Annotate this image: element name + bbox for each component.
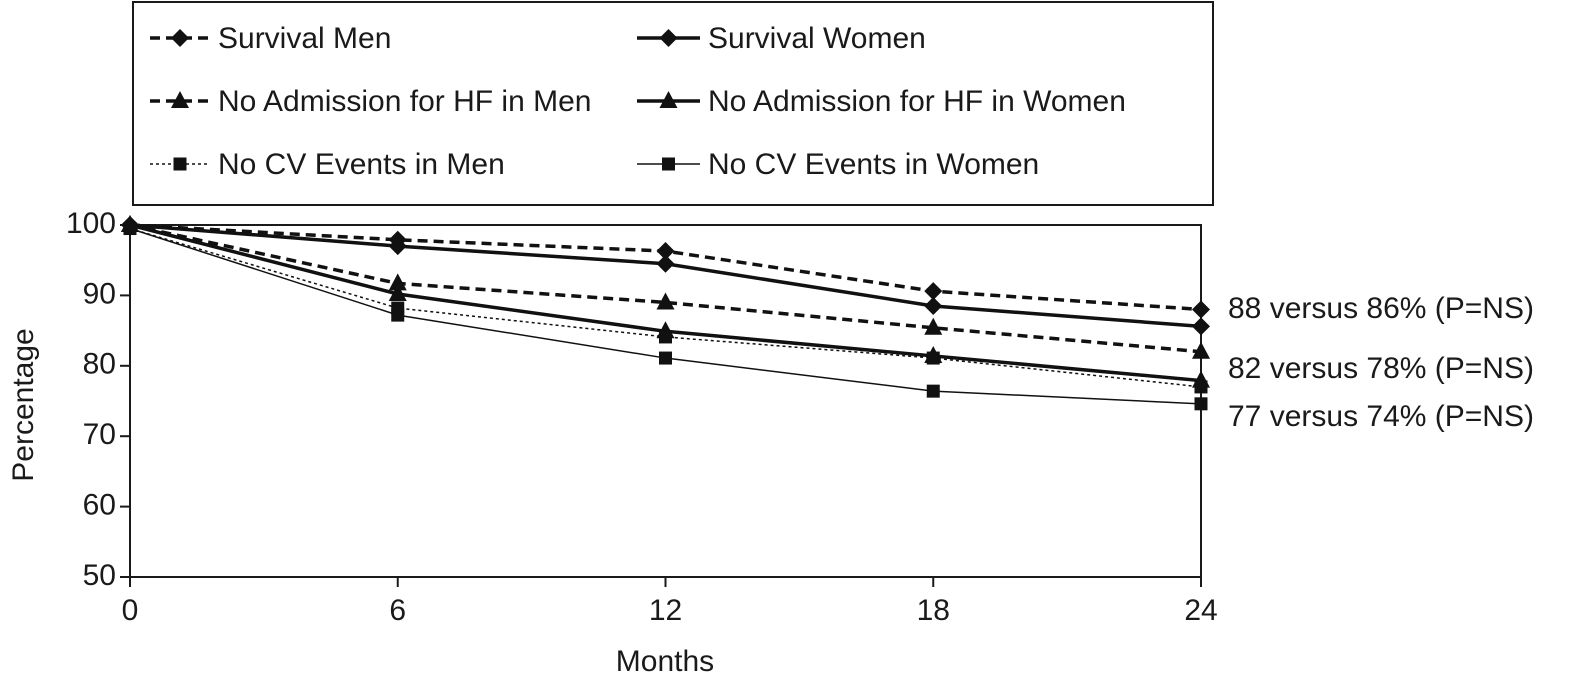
legend-marker xyxy=(171,29,189,47)
data-point xyxy=(388,273,407,291)
y-tick-label: 70 xyxy=(83,418,116,451)
legend-marker xyxy=(662,157,675,171)
y-tick-label: 50 xyxy=(83,559,116,592)
data-point xyxy=(659,351,672,365)
data-point xyxy=(388,283,407,301)
annotation: 88 versus 86% (P=NS) xyxy=(1228,292,1534,325)
y-axis-label: Percentage xyxy=(7,328,40,481)
data-point xyxy=(391,308,405,322)
x-tick-label: 18 xyxy=(917,594,950,627)
legend-label: No CV Events in Women xyxy=(708,148,1039,181)
annotation: 82 versus 78% (P=NS) xyxy=(1228,352,1534,385)
y-tick-label: 90 xyxy=(83,277,116,310)
legend-label: Survival Women xyxy=(708,22,926,55)
data-point xyxy=(123,222,137,236)
legend-marker xyxy=(171,91,189,108)
series-line xyxy=(129,223,1202,329)
data-point xyxy=(1194,380,1208,394)
annotation: 77 versus 74% (P=NS) xyxy=(1228,400,1534,433)
data-point xyxy=(656,242,675,261)
y-tick-label: 60 xyxy=(83,489,116,522)
y-tick-label: 100 xyxy=(66,207,116,240)
legend-marker xyxy=(173,157,187,171)
legend-marker xyxy=(659,91,678,108)
data-point xyxy=(1194,397,1208,411)
x-tick-label: 6 xyxy=(389,594,406,627)
x-tick-label: 24 xyxy=(1184,594,1217,627)
legend-label: No Admission for HF in Men xyxy=(218,85,591,118)
legend-marker xyxy=(659,29,678,47)
data-point xyxy=(656,254,675,273)
data-point xyxy=(924,317,943,335)
x-tick-label: 0 xyxy=(122,594,139,627)
legend-label: No Admission for HF in Women xyxy=(708,85,1126,118)
legend-label: Survival Men xyxy=(218,22,391,55)
y-tick-label: 80 xyxy=(83,348,116,381)
data-point xyxy=(924,296,943,315)
legend-label: No CV Events in Men xyxy=(218,148,505,181)
legend-box xyxy=(132,1,1214,206)
data-point xyxy=(659,330,672,344)
data-point xyxy=(1192,341,1210,359)
x-axis-label: Months xyxy=(616,645,714,678)
data-point xyxy=(388,237,407,256)
x-tick-label: 12 xyxy=(649,594,682,627)
data-point xyxy=(1192,317,1210,336)
series-line xyxy=(129,223,1202,354)
data-point xyxy=(926,384,940,398)
data-point xyxy=(926,351,940,365)
data-point xyxy=(656,292,675,310)
data-point xyxy=(924,282,943,301)
plot-frame xyxy=(129,224,1202,578)
data-point xyxy=(1192,300,1210,319)
